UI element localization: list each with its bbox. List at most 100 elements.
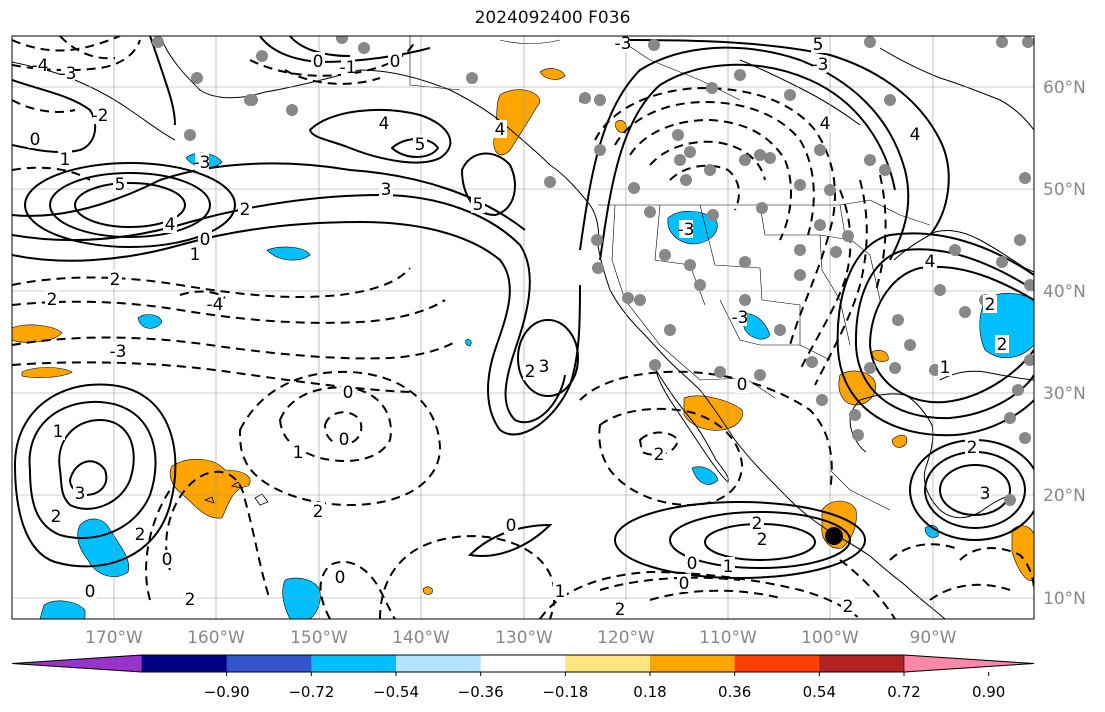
contour-label-bg [311,52,325,70]
station-dot [814,219,826,231]
contour-label: -3 [194,153,211,173]
station-dot [1012,384,1024,396]
station-dot [734,69,746,81]
contour-label-bg [755,530,769,548]
contour-label: 0 [162,550,173,570]
colorbar-swatch [142,655,228,672]
station-dot [707,209,719,221]
contour-label-bg [733,308,747,326]
contour-label-bg [133,525,147,543]
longitude-label: 100°W [801,628,859,648]
contour-label-bg [108,270,122,288]
contour-label: 5 [415,135,426,155]
contour-label-bg [613,600,627,618]
contour-label-bg [537,357,551,375]
contour-label: 2 [185,590,196,610]
station-dot [949,244,961,256]
contour-label: 0 [313,52,324,72]
contour-label: 3 [539,357,550,377]
solid-contours [12,36,1034,579]
station-dot [996,256,1008,268]
contour-label: 2 [110,270,121,290]
contour-label-bg [938,358,952,376]
contour-label: 0 [335,568,346,588]
contour-label-bg [923,252,937,270]
contour-label: 4 [165,215,176,235]
colorbar-tick-label: −0.54 [373,683,419,701]
station-dot [794,269,806,281]
contour-label: -3 [615,34,632,54]
contour-label-bg [995,335,1009,353]
contour-label-bg [188,245,202,263]
station-dot [152,36,164,48]
contour-label-bg [111,342,125,360]
contour-label: 1 [940,358,951,378]
station-dot [358,42,370,54]
colorbar-swatch [226,655,312,672]
contour-label-bg [388,52,402,70]
contour-label: -3 [110,342,127,362]
colorbar: −0.90 −0.72 −0.54 −0.36 −0.18 0.18 0.36 0.54 0.7… [11,654,1035,701]
station-dot [634,294,646,306]
contour-label-bg [238,200,252,218]
station-dot [594,144,606,156]
colorbar-swatch [396,655,482,672]
contour-label: 5 [115,175,126,195]
longitude-labels: 170°W 160°W 150°W 140°W 130°W 120°W 110°W 100°W… [85,628,957,648]
contour-label: 4 [910,125,921,145]
latitude-labels: 60°N 50°N 40°N 30°N 20°N 10°N [1043,78,1086,609]
contour-label: -3 [812,55,829,75]
station-dot [694,279,706,291]
station-dot [622,292,634,304]
station-dot [191,72,203,84]
colorbar-swatch [650,655,736,672]
contour-label-bg [841,597,855,615]
contour-label: -3 [60,64,77,84]
contour-label-bg [291,443,305,461]
contour-label: 2 [654,445,665,465]
station-dot [1014,234,1026,246]
station-dot [714,366,726,378]
station-dot [672,129,684,141]
longitude-label: 160°W [187,628,245,648]
map-plot-area: -4 -3-2015420122-4-3-34535432001202002312… [12,34,1034,619]
contour-label-bg [93,106,107,124]
contour-label-bg [51,422,65,440]
contour-label: 0 [390,52,401,72]
station-dot [864,36,876,48]
station-dot [1019,432,1031,444]
station-dot [849,409,861,421]
station-dot [884,94,896,106]
longitude-label: 140°W [392,628,450,648]
station-dot [592,262,604,274]
colorbar-tick-label: −0.72 [288,683,334,701]
station-dot [544,176,556,188]
station-dot [184,129,196,141]
longitude-label: 170°W [85,628,143,648]
contour-label-bg [113,175,127,193]
contour-label-bg [983,295,997,313]
latitude-label: 60°N [1043,78,1086,98]
colorbar-tick-label: 0.18 [633,683,666,701]
map-title: 2024092400 F036 [474,8,631,28]
contour-label-bg [73,484,87,502]
contour-label: 2 [967,438,978,458]
contour-label: 5 [813,35,824,55]
contour-label: 4 [925,252,936,272]
station-dot [680,174,692,186]
station-dot [794,179,806,191]
station-dot [594,94,606,106]
contour-label: 0 [737,375,748,395]
contour-label: 0 [687,554,698,574]
contour-label-bg [818,114,832,132]
contour-label: 2 [843,597,854,617]
station-dot [739,294,751,306]
colorbar-extend-high [903,654,1035,673]
contour-label: 4 [495,120,506,140]
latitude-label: 40°N [1043,282,1086,302]
longitude-label: 110°W [699,628,757,648]
station-dot [674,154,686,166]
station-dot [579,92,591,104]
station-dot [756,202,768,214]
station-dot [794,244,806,256]
